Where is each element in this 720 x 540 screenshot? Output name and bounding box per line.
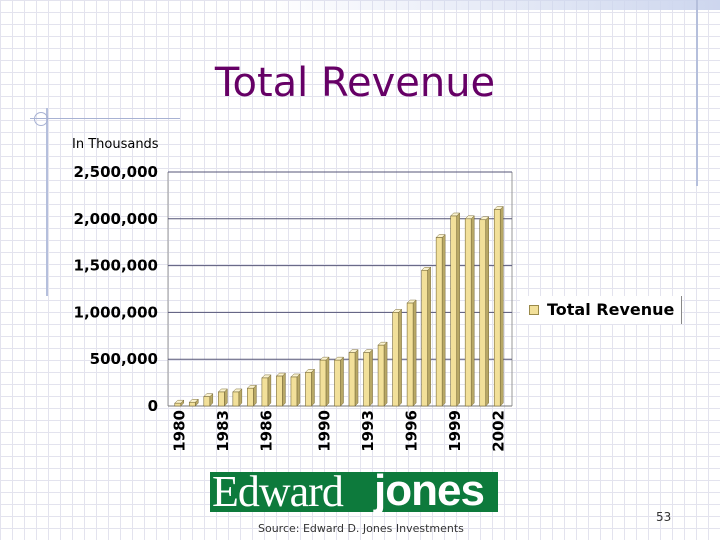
- bar-side-1986: [267, 374, 272, 407]
- bar-1992: [348, 352, 356, 407]
- bar-side-1990: [325, 356, 330, 407]
- top-decoration-bar: [265, 0, 720, 10]
- bar-side-1988: [296, 373, 301, 407]
- bar-side-1999: [456, 212, 460, 407]
- source-note: Source: Edward D. Jones Investments: [258, 522, 464, 535]
- bar-side-1994: [383, 341, 388, 407]
- y-tick-label: 2,500,000: [74, 163, 158, 181]
- chart-legend: Total Revenue: [520, 296, 682, 324]
- x-tick-label: 1990: [315, 410, 333, 452]
- x-tick-label: 1993: [359, 410, 377, 452]
- bar-side-1992: [354, 349, 359, 407]
- bar-side-1991: [340, 356, 344, 407]
- legend-swatch: [529, 305, 539, 315]
- bar-1998: [435, 237, 443, 407]
- bar-side-1998: [441, 233, 446, 407]
- page-number: 53: [656, 510, 672, 524]
- logo-text-edward: Edward: [212, 472, 344, 512]
- decoration-circle: [34, 112, 48, 126]
- slide-title: Total Revenue: [214, 60, 496, 106]
- bar-1983: [218, 391, 225, 407]
- x-tick-label: 1996: [403, 410, 421, 452]
- bar-1981: [188, 401, 196, 407]
- bar-1986: [261, 377, 269, 407]
- bar-1984: [232, 391, 240, 407]
- bar-side-1993: [369, 349, 373, 407]
- bar-side-1985: [253, 384, 257, 407]
- y-tick-label: 1,000,000: [74, 303, 158, 321]
- x-tick-label: 2002: [490, 410, 508, 452]
- y-tick-label: 1,500,000: [74, 257, 158, 275]
- bar-1982: [203, 396, 211, 407]
- bar-side-1987: [282, 372, 286, 407]
- edward-jones-logo: Edward jones: [210, 472, 498, 512]
- legend-label: Total Revenue: [547, 300, 675, 319]
- logo-text-jones: jones: [374, 472, 485, 512]
- bar-2001: [479, 219, 487, 407]
- bar-1995: [392, 312, 399, 407]
- bar-1988: [290, 376, 298, 407]
- right-decoration-line: [696, 0, 698, 186]
- bar-1993: [363, 352, 370, 407]
- bar-side-1995: [398, 308, 402, 407]
- bar-side-1996: [412, 299, 417, 407]
- y-tick-label: 2,000,000: [74, 210, 158, 228]
- bar-1991: [334, 359, 341, 407]
- bar-side-1997: [427, 266, 431, 407]
- bar-1996: [406, 302, 414, 407]
- bar-1985: [247, 387, 254, 407]
- bar-1997: [421, 269, 428, 407]
- x-tick-label: 1986: [257, 410, 275, 452]
- bar-1994: [377, 344, 385, 407]
- bar-2002: [493, 209, 501, 407]
- x-tick-label: 1980: [170, 410, 188, 452]
- units-label: In Thousands: [72, 137, 159, 152]
- x-tick-label: 1999: [446, 410, 464, 452]
- bar-1990: [319, 359, 327, 407]
- bar-1989: [305, 372, 312, 407]
- y-tick-label: 0: [148, 397, 158, 415]
- horizontal-decoration-line: [30, 118, 180, 119]
- bar-side-2000: [470, 215, 475, 407]
- bar-1980: [174, 402, 182, 407]
- bar-side-1989: [311, 368, 315, 407]
- bar-side-2001: [485, 216, 489, 407]
- bar-1987: [276, 375, 283, 407]
- x-tick-label: 1983: [214, 410, 232, 452]
- bar-2000: [464, 218, 472, 407]
- y-tick-label: 500,000: [90, 350, 158, 368]
- left-decoration-line: [46, 108, 48, 296]
- bar-1999: [450, 215, 457, 407]
- bar-side-2002: [499, 205, 504, 407]
